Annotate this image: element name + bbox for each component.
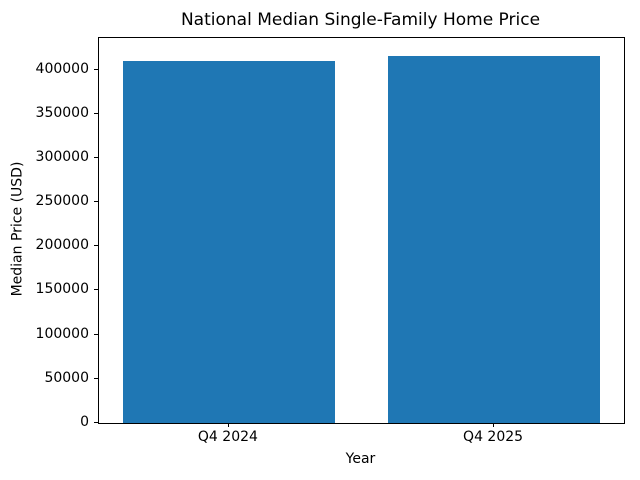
y-tick-mark (94, 289, 98, 291)
y-tick-label: 150000 (35, 281, 89, 298)
y-tick-label: 100000 (35, 325, 89, 342)
y-tick-mark (94, 156, 98, 158)
y-tick-mark (94, 377, 98, 379)
x-axis-label: Year (345, 451, 376, 467)
x-tick-label: Q4 2025 (463, 429, 524, 445)
y-tick-label: 200000 (35, 237, 89, 254)
y-tick-label: 0 (80, 414, 89, 430)
y-tick-label: 400000 (35, 60, 89, 77)
chart-title: National Median Single-Family Home Price (180, 10, 541, 30)
x-tick-label: Q4 2024 (197, 429, 258, 445)
bar-q4-2025 (388, 56, 601, 423)
bar-q4-2024 (122, 60, 335, 423)
y-tick-label: 350000 (35, 104, 89, 121)
y-tick-mark (94, 422, 98, 423)
y-tick-mark (94, 333, 98, 335)
y-tick-mark (94, 245, 98, 247)
x-tick-mark (493, 423, 495, 427)
y-tick-mark (94, 112, 98, 114)
y-axis-label: Median Price (USD) (9, 161, 26, 297)
plot-area (98, 37, 625, 424)
y-tick-mark (94, 201, 98, 203)
x-tick-mark (227, 423, 229, 427)
y-tick-label: 300000 (35, 148, 89, 165)
y-tick-label: 50000 (44, 369, 89, 386)
y-tick-label: 250000 (35, 193, 89, 210)
y-tick-mark (94, 68, 98, 70)
